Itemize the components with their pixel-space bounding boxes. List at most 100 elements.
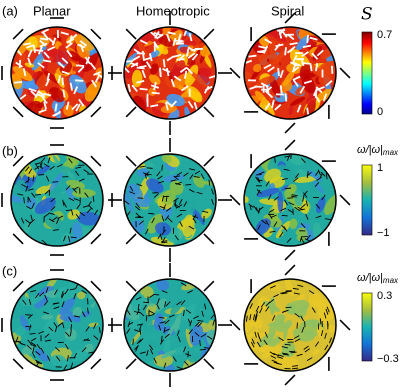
- patch: [12, 66, 33, 81]
- velocity-arrow: [268, 208, 275, 213]
- velocity-arrow: [176, 204, 183, 209]
- anchoring-tick: [90, 358, 102, 370]
- patch: [259, 198, 282, 206]
- patch: [63, 104, 74, 117]
- velocity-arrow: [88, 204, 94, 210]
- patch: [24, 62, 35, 68]
- patch: [153, 318, 165, 331]
- director: [265, 85, 270, 94]
- colorbar-title-main: ω/|ω|: [357, 144, 383, 156]
- velocity-arrow: [211, 188, 214, 195]
- velocity-arrow: [31, 352, 36, 359]
- velocity-arrow: [85, 326, 90, 332]
- director: [325, 79, 333, 87]
- velocity-arrow: [260, 302, 266, 308]
- director: [139, 39, 148, 45]
- patch: [24, 168, 37, 178]
- velocity-arrow: [249, 303, 253, 309]
- director: [191, 53, 199, 61]
- director: [278, 27, 286, 36]
- velocity-arrow: [257, 332, 261, 339]
- velocity-arrow: [297, 206, 304, 211]
- velocity-arrow: [138, 338, 144, 344]
- patch: [131, 69, 143, 88]
- patch: [67, 209, 80, 220]
- patch: [49, 87, 65, 103]
- director: [257, 50, 266, 54]
- patch: [313, 298, 326, 310]
- patch: [135, 36, 148, 57]
- patch: [322, 311, 336, 324]
- velocity-arrow: [83, 169, 89, 174]
- velocity-arrow: [281, 214, 288, 217]
- patch: [147, 213, 164, 234]
- velocity-arrow: [281, 224, 286, 230]
- velocity-arrow: [269, 230, 276, 233]
- director: [274, 43, 281, 51]
- velocity-arrow: [294, 313, 300, 318]
- anchoring-tick: [12, 280, 24, 292]
- director: [76, 64, 85, 67]
- director: [188, 33, 193, 42]
- velocity-arrow: [288, 202, 295, 206]
- patch: [296, 35, 311, 51]
- velocity-arrow: [176, 330, 180, 337]
- director: [173, 75, 182, 82]
- velocity-arrow: [57, 322, 63, 327]
- velocity-arrow: [257, 224, 261, 231]
- patch: [41, 314, 54, 320]
- velocity-arrow: [304, 348, 311, 353]
- director: [42, 32, 49, 40]
- patch: [15, 179, 27, 192]
- velocity-arrow: [60, 291, 64, 297]
- velocity-arrow: [146, 350, 149, 357]
- velocity-arrow: [192, 215, 199, 219]
- velocity-arrow: [61, 292, 65, 299]
- anchoring-tick: [284, 122, 296, 134]
- velocity-arrow: [189, 173, 194, 180]
- velocity-arrow: [165, 207, 172, 212]
- director: [94, 74, 101, 83]
- patch: [254, 90, 268, 105]
- director: [150, 104, 159, 108]
- velocity-arrow: [258, 171, 265, 175]
- velocity-arrow: [144, 171, 150, 177]
- velocity-arrow: [189, 168, 196, 171]
- velocity-arrow: [157, 175, 163, 180]
- director: [284, 93, 288, 102]
- velocity-arrow: [164, 333, 170, 339]
- velocity-arrow: [272, 315, 276, 321]
- velocity-arrow: [270, 214, 277, 218]
- velocity-arrow: [284, 343, 291, 346]
- velocity-arrow: [193, 176, 200, 178]
- director: [57, 61, 65, 69]
- velocity-arrow: [301, 157, 306, 164]
- velocity-arrow: [273, 352, 279, 357]
- director: [291, 66, 300, 73]
- velocity-arrow: [73, 315, 80, 318]
- patch: [278, 236, 291, 246]
- velocity-arrow: [182, 310, 185, 317]
- patch: [57, 45, 69, 65]
- velocity-arrow: [293, 177, 299, 182]
- director: [127, 83, 132, 93]
- velocity-arrow: [69, 288, 76, 291]
- column-title: Homeotropic: [136, 3, 210, 18]
- director: [54, 103, 58, 112]
- velocity-arrow: [199, 349, 206, 351]
- patch: [274, 313, 286, 324]
- patch: [208, 319, 216, 331]
- patch: [283, 69, 296, 87]
- anchoring-tick: [203, 106, 215, 118]
- patch: [11, 193, 24, 203]
- velocity-arrow: [136, 309, 140, 315]
- velocity-arrow: [286, 237, 292, 243]
- director: [315, 86, 323, 94]
- patch: [266, 338, 278, 347]
- patch: [149, 63, 159, 75]
- colorbar-title: S: [361, 5, 373, 25]
- velocity-arrow: [196, 191, 203, 195]
- velocity-arrow: [27, 188, 34, 191]
- patch: [277, 190, 284, 214]
